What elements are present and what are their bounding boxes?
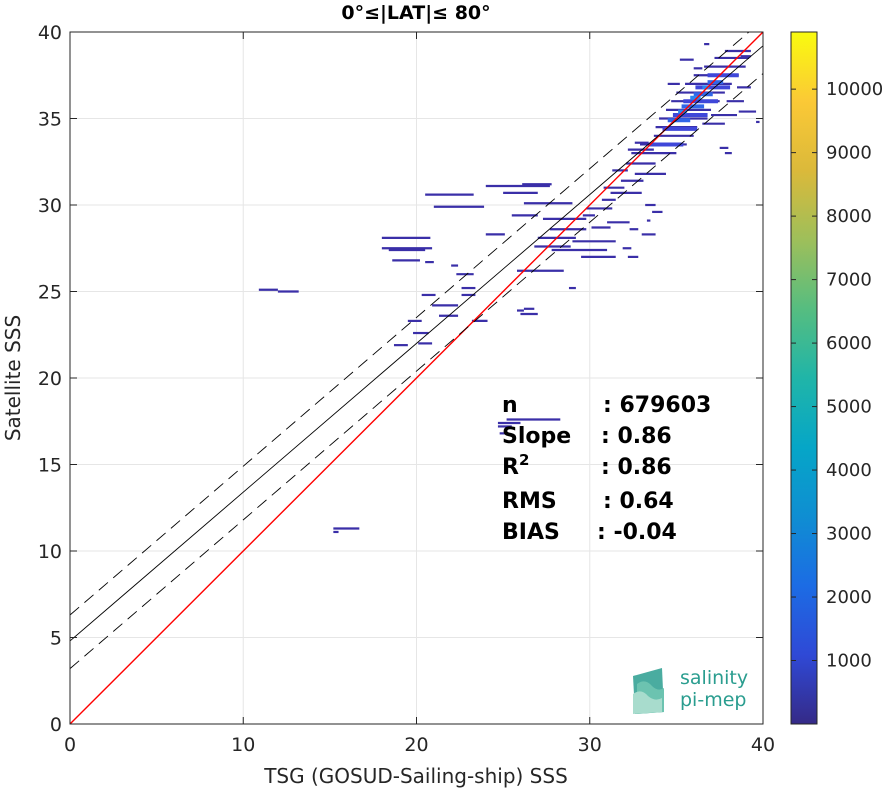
colorbar bbox=[790, 31, 818, 725]
y-axis: 0 5 10 15 20 25 30 35 40 bbox=[38, 22, 763, 736]
colorbar-tick-label: 1000 bbox=[826, 651, 872, 672]
y-tick-label: 35 bbox=[38, 109, 62, 131]
colorbar-tick-label: 6000 bbox=[826, 333, 872, 354]
stat-value: : -0.04 bbox=[597, 520, 677, 545]
y-tick-label: 5 bbox=[50, 628, 62, 650]
reference-line-fit-rms bbox=[70, 32, 750, 616]
y-axis-label: Satellite SSS bbox=[1, 315, 25, 441]
chart-title: 0°≤|LAT|≤ 80° bbox=[341, 2, 490, 24]
x-tick-label: 0 bbox=[64, 734, 76, 756]
y-tick-label: 25 bbox=[38, 282, 62, 304]
logo-text-line1: salinity bbox=[680, 667, 748, 689]
y-tick-label: 10 bbox=[38, 541, 62, 563]
colorbar-tick-label: 7000 bbox=[826, 270, 872, 291]
x-tick-label: 10 bbox=[231, 734, 255, 756]
stat-name: BIAS bbox=[502, 520, 560, 545]
colorbar-tick-label: 5000 bbox=[826, 397, 872, 418]
y-tick-label: 40 bbox=[38, 22, 62, 44]
colorbar-tick-label: 4000 bbox=[826, 460, 872, 481]
reference-lines bbox=[70, 32, 763, 724]
stat-name: n bbox=[502, 393, 518, 418]
colorbar-tick-label: 3000 bbox=[826, 524, 872, 545]
reference-line-fit-rms bbox=[70, 73, 763, 669]
stat-value: : 0.64 bbox=[603, 489, 674, 514]
colorbar-tick-label: 9000 bbox=[826, 143, 872, 164]
stat-value: : 0.86 bbox=[601, 455, 672, 480]
reference-line-identity bbox=[70, 32, 763, 724]
x-tick-label: 30 bbox=[578, 734, 602, 756]
reference-line-fit bbox=[70, 45, 763, 642]
stat-name: RMS bbox=[502, 489, 557, 514]
stat-value: : 679603 bbox=[603, 393, 711, 418]
y-tick-label: 0 bbox=[50, 714, 62, 736]
colorbar-tick-label: 2000 bbox=[826, 587, 872, 608]
stat-name: Slope bbox=[502, 424, 571, 449]
salinity-pi-mep-logo: salinity pi-mep bbox=[633, 667, 748, 714]
stat-value: : 0.86 bbox=[601, 424, 672, 449]
y-tick-label: 30 bbox=[38, 195, 62, 217]
x-tick-label: 20 bbox=[404, 734, 428, 756]
colorbar-ticks: 1000 2000 3000 4000 5000 6000 7000 8000 9000 1000… bbox=[791, 79, 883, 672]
y-tick-label: 20 bbox=[38, 368, 62, 390]
logo-text-line2: pi-mep bbox=[680, 689, 746, 711]
density-cells bbox=[258, 43, 760, 534]
x-axis: 0 10 20 30 40 bbox=[64, 32, 775, 756]
x-axis-label: TSG (GOSUD-Sailing-ship) SSS bbox=[263, 764, 568, 788]
y-tick-label: 15 bbox=[38, 455, 62, 477]
wave-logo-icon bbox=[633, 668, 664, 714]
x-tick-label: 40 bbox=[751, 734, 775, 756]
colorbar-tick-label: 10000 bbox=[826, 79, 883, 100]
colorbar-tick-label: 8000 bbox=[826, 206, 872, 227]
